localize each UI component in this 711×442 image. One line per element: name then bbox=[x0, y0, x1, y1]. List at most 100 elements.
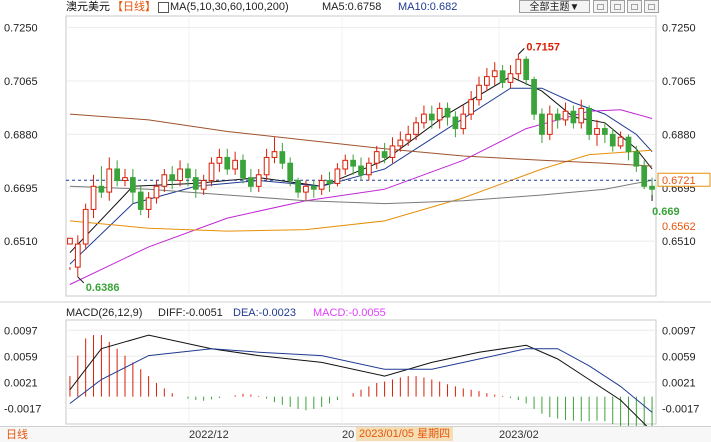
toolbar-button-4[interactable]: □ bbox=[644, 0, 659, 13]
price-tick-label-left: 0.6695 bbox=[4, 183, 38, 195]
macd-tick-label-left: -0.0017 bbox=[4, 403, 41, 415]
candle-down bbox=[350, 159, 356, 167]
symbol-title: 澳元美元 bbox=[66, 1, 110, 13]
candle-down bbox=[633, 151, 640, 167]
macd-tick-label-left: 0.0097 bbox=[4, 325, 38, 337]
price-tick-label-left: 0.6510 bbox=[4, 236, 38, 248]
price-tick-label-right: 0.6880 bbox=[662, 129, 696, 141]
macd-tick-label-right: 0.0059 bbox=[662, 351, 696, 363]
ma-line-ma100 bbox=[69, 179, 653, 205]
candle-down bbox=[98, 185, 105, 193]
date-tick-2: 20 bbox=[342, 429, 355, 441]
candle-up bbox=[460, 113, 467, 130]
candle-up bbox=[421, 113, 427, 124]
candle-down bbox=[326, 180, 333, 184]
candle-down bbox=[570, 110, 577, 124]
candle-down bbox=[586, 107, 592, 135]
candle-down bbox=[287, 162, 294, 182]
toolbar-button-1[interactable]: □ bbox=[593, 0, 608, 13]
candle-up bbox=[318, 180, 325, 190]
last-close-label: 0.669 bbox=[652, 206, 680, 218]
ma-line-ma30 bbox=[69, 109, 653, 285]
candle-up bbox=[373, 151, 380, 164]
footer-bar: 日线 2022/12 20 2023/01/05 星期四 2023/02 bbox=[0, 426, 711, 442]
macd-value: MACD:-0.0055 bbox=[313, 307, 386, 319]
candle-down bbox=[523, 58, 530, 81]
period-label[interactable]: 【日线】 bbox=[112, 1, 156, 13]
macd-tick-label-left: 0.0059 bbox=[4, 351, 38, 363]
macd-tick-label-right: 0.0097 bbox=[662, 325, 696, 337]
candle-up bbox=[106, 168, 113, 193]
ma10-value: MA10:0.682 bbox=[398, 1, 458, 13]
candle-up bbox=[476, 84, 482, 101]
candle-up bbox=[436, 107, 443, 121]
macd-tick-label-left: 0.0021 bbox=[4, 377, 38, 389]
candle-up bbox=[397, 139, 404, 147]
date-tick-3: 2023/02 bbox=[499, 429, 539, 441]
theme-select-button[interactable]: 全部主题▼ bbox=[519, 0, 590, 13]
macd-tick-label-right: 0.0021 bbox=[662, 377, 696, 389]
macd-line-dea bbox=[69, 348, 653, 413]
candle-down bbox=[539, 113, 545, 135]
candle-down bbox=[185, 168, 191, 179]
candle-up bbox=[67, 237, 73, 245]
candle-down bbox=[130, 177, 136, 193]
candle-up bbox=[255, 174, 262, 187]
candle-up bbox=[177, 168, 183, 182]
candle-down bbox=[240, 159, 246, 179]
candle-up bbox=[303, 185, 309, 193]
candle-down bbox=[114, 168, 120, 182]
ma-toggle-icon[interactable] bbox=[158, 2, 169, 13]
price-tick-label-right: 0.7065 bbox=[662, 76, 696, 88]
period-footer-label[interactable]: 日线 bbox=[6, 429, 28, 441]
price-tick-label-left: 0.6880 bbox=[4, 129, 38, 141]
candle-up bbox=[468, 99, 474, 115]
low-pointer bbox=[77, 276, 85, 284]
candle-down bbox=[531, 79, 537, 115]
candle-up bbox=[334, 168, 341, 184]
candle-down bbox=[428, 113, 435, 121]
candle-down bbox=[248, 177, 254, 187]
candle-down bbox=[641, 165, 648, 187]
candle-up bbox=[90, 185, 97, 210]
candle-up bbox=[122, 177, 128, 182]
moving-averages bbox=[66, 76, 656, 285]
candle-up bbox=[413, 122, 419, 135]
candle-up bbox=[145, 197, 152, 210]
candle-up bbox=[208, 162, 215, 182]
low-label: 0.6386 bbox=[86, 282, 120, 294]
high-pointer bbox=[517, 48, 525, 55]
candle-down bbox=[452, 116, 459, 130]
candle-down bbox=[602, 128, 608, 135]
macd-params: MACD(26,12,9) bbox=[66, 307, 143, 319]
toolbar-button-3[interactable]: □ bbox=[627, 0, 642, 13]
candle-down bbox=[224, 156, 231, 170]
candle-down bbox=[554, 113, 561, 121]
ma5-value: MA5:0.6758 bbox=[322, 1, 382, 13]
high-label: 0.7157 bbox=[526, 41, 560, 53]
candle-up bbox=[200, 180, 207, 190]
macd-header: MACD(26,12,9) DIFF:-0.0051 DEA:-0.0023 M… bbox=[0, 306, 711, 320]
diff-value: DIFF:-0.0051 bbox=[158, 307, 223, 319]
price-tick-label-left: 0.7065 bbox=[4, 76, 38, 88]
candle-up bbox=[562, 110, 569, 121]
annotations: 0.7157 0.6386 0.669 0.6721 0.6562 bbox=[77, 41, 711, 294]
candle-up bbox=[484, 76, 490, 86]
macd-line-diff bbox=[69, 334, 653, 432]
candle-down bbox=[295, 180, 301, 193]
ma-line-ma60 bbox=[69, 149, 653, 232]
candle-up bbox=[546, 113, 553, 135]
crosshair-date-label: 2023/01/05 星期四 bbox=[356, 427, 454, 441]
candle-down bbox=[279, 151, 286, 164]
macd-panel bbox=[69, 334, 653, 435]
candle-down bbox=[649, 185, 655, 190]
toolbar-button-2[interactable]: □ bbox=[610, 0, 625, 13]
macd-tick-label-right: -0.0017 bbox=[662, 403, 699, 415]
candle-down bbox=[444, 107, 451, 118]
axes: 0.7250 0.7250 0.7065 0.7065 0.6880 0.6880 0.66… bbox=[4, 23, 699, 416]
price-tick-label-left: 0.7250 bbox=[4, 23, 38, 35]
candle-up bbox=[491, 70, 498, 78]
candles bbox=[67, 54, 655, 277]
chart-header: 澳元美元 【日线】 MA(5,10,30,60,100,200) MA5:0.6… bbox=[0, 0, 711, 14]
